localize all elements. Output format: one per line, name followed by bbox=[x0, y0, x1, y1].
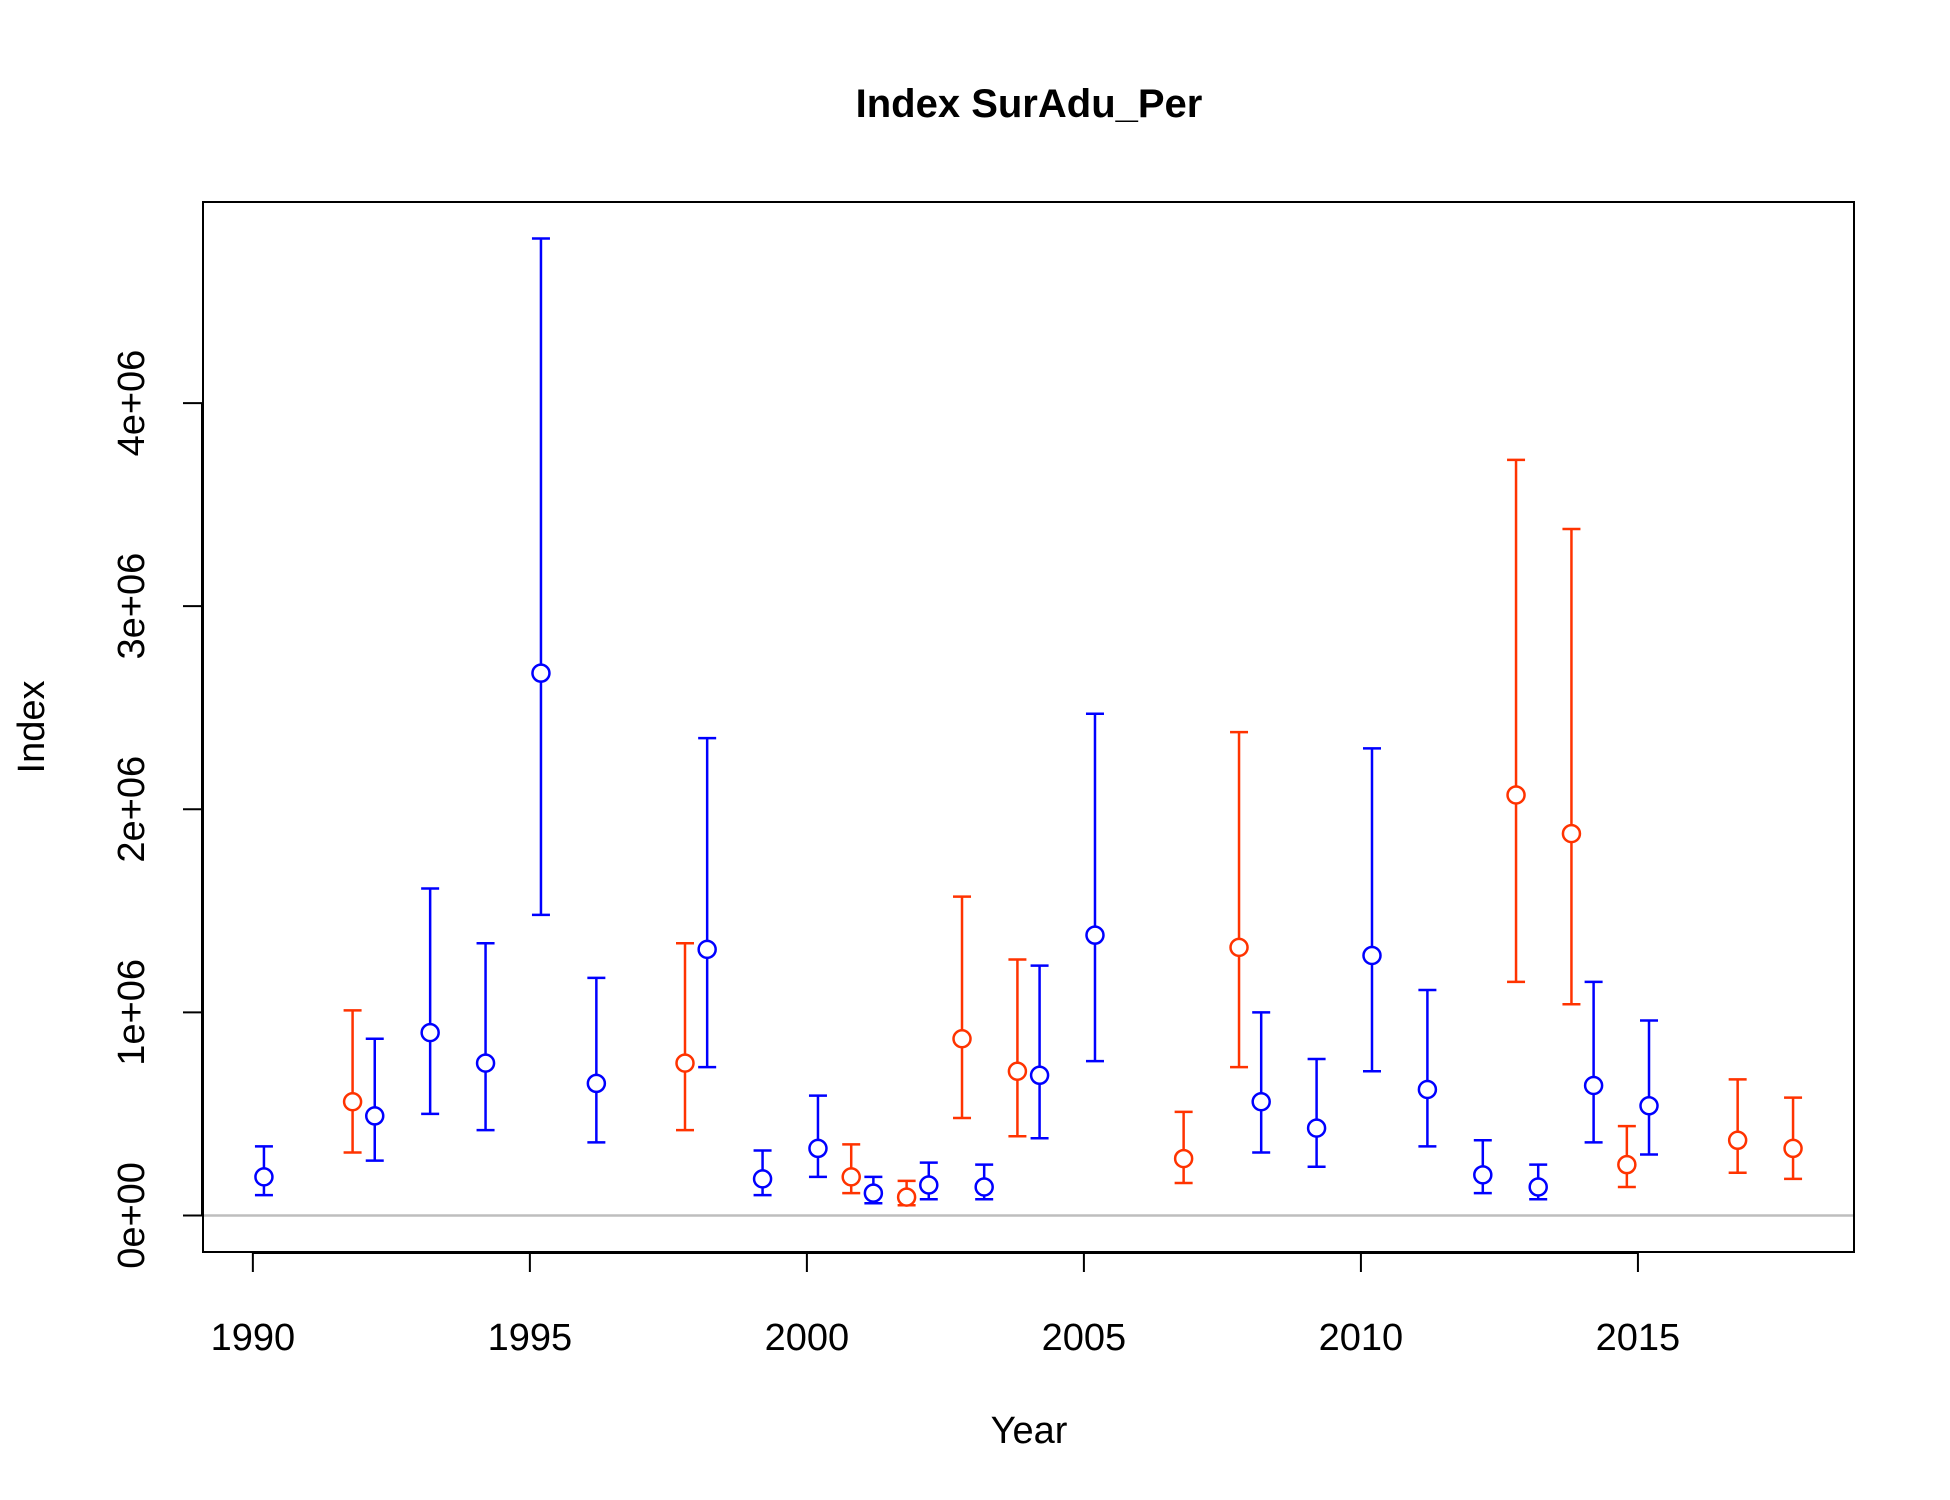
data-point bbox=[1007, 1061, 1028, 1081]
data-point bbox=[952, 1029, 972, 1049]
series-red bbox=[342, 458, 1803, 1207]
data-point bbox=[475, 1053, 496, 1073]
data-point bbox=[896, 1187, 917, 1207]
data-point bbox=[1617, 1154, 1637, 1175]
data-point bbox=[863, 1183, 884, 1203]
data-point bbox=[1473, 1165, 1493, 1185]
data-point bbox=[697, 939, 717, 960]
x-tick-label: 2010 bbox=[1319, 1317, 1404, 1359]
y-tick-label: 1e+06 bbox=[111, 959, 153, 1066]
data-point bbox=[1417, 1079, 1438, 1100]
data-point bbox=[1528, 1177, 1548, 1197]
data-point bbox=[1727, 1130, 1748, 1151]
data-point bbox=[342, 1091, 363, 1112]
y-tick-label: 4e+06 bbox=[111, 350, 153, 457]
data-point bbox=[1229, 937, 1249, 958]
x-axis-label: Year bbox=[991, 1410, 1068, 1452]
y-tick-label: 3e+06 bbox=[111, 553, 153, 660]
y-axis: 0e+00 1e+06 2e+06 3e+06 4e+06 bbox=[111, 350, 203, 1269]
data-point bbox=[1085, 925, 1105, 945]
plot-frame bbox=[202, 201, 1855, 1253]
chart-title: Index SurAdu_Per bbox=[856, 82, 1203, 126]
x-tick-label: 1995 bbox=[488, 1317, 573, 1359]
data-point bbox=[364, 1106, 385, 1126]
y-tick-label: 2e+06 bbox=[111, 756, 153, 863]
data-point bbox=[1362, 945, 1382, 966]
data-point bbox=[1583, 1075, 1604, 1096]
series-blue bbox=[254, 237, 1659, 1205]
data-point bbox=[675, 1053, 695, 1073]
data-point bbox=[1173, 1148, 1194, 1169]
data-point bbox=[1029, 1065, 1050, 1086]
data-point bbox=[841, 1167, 861, 1187]
x-axis: 1990 1995 2000 2005 2010 2015 bbox=[211, 1252, 1681, 1359]
x-tick-label: 1990 bbox=[211, 1317, 296, 1359]
data-point bbox=[254, 1167, 274, 1187]
y-tick-label: 0e+00 bbox=[111, 1162, 153, 1269]
data-point bbox=[531, 663, 551, 683]
x-tick-label: 2015 bbox=[1596, 1317, 1681, 1359]
data-point bbox=[1561, 823, 1582, 844]
data-point bbox=[1506, 785, 1526, 805]
data-point bbox=[1639, 1096, 1659, 1116]
data-point bbox=[586, 1073, 607, 1094]
data-point bbox=[1251, 1091, 1271, 1112]
data-point bbox=[808, 1138, 828, 1159]
data-point bbox=[1783, 1138, 1803, 1159]
data-point bbox=[1306, 1118, 1327, 1138]
data-point bbox=[420, 1022, 440, 1043]
data-marks bbox=[254, 237, 1803, 1207]
data-point bbox=[919, 1175, 939, 1195]
x-tick-label: 2000 bbox=[765, 1317, 850, 1359]
y-axis-label: Index bbox=[11, 681, 53, 774]
data-point bbox=[752, 1169, 773, 1189]
data-point bbox=[974, 1177, 994, 1197]
x-tick-label: 2005 bbox=[1042, 1317, 1127, 1359]
